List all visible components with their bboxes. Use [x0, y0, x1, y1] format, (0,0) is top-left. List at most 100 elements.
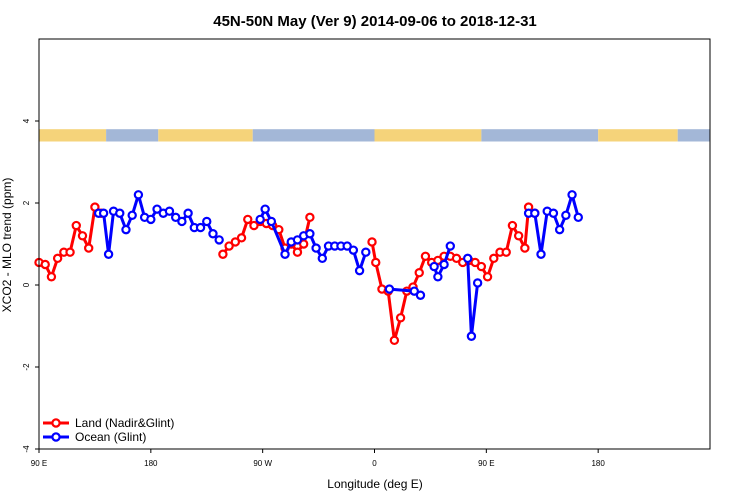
data-point-ocean — [146, 214, 156, 225]
strip-land — [39, 129, 107, 142]
data-point-ocean — [561, 210, 571, 220]
data-point-ocean — [530, 208, 540, 218]
strip-ocean — [252, 129, 375, 142]
x-tick-label: 180 — [591, 459, 605, 468]
data-point-ocean — [429, 261, 439, 272]
data-point-ocean — [466, 331, 477, 341]
data-point-land — [292, 247, 303, 257]
data-point-ocean — [260, 204, 270, 214]
data-point-land — [46, 272, 57, 282]
y-tick-label: 4 — [22, 118, 31, 123]
data-point-land — [230, 237, 241, 247]
data-point-land — [520, 243, 530, 253]
data-point-land — [395, 313, 406, 323]
y-tick-label: -4 — [22, 445, 31, 453]
data-point-land — [476, 261, 487, 272]
x-axis-label: Longitude (deg E) — [327, 477, 422, 491]
data-point-land — [389, 335, 400, 346]
strip-ocean — [106, 129, 159, 142]
y-tick-label: 2 — [22, 200, 31, 205]
data-point-land — [218, 249, 228, 259]
data-point-land — [513, 231, 524, 241]
x-tick-label: 180 — [144, 459, 158, 468]
data-point-ocean — [433, 272, 443, 282]
data-point-land — [482, 272, 493, 282]
data-point-land — [40, 259, 50, 270]
data-point-ocean — [361, 247, 371, 257]
data-point-ocean — [554, 224, 565, 235]
x-tick-label: 90 E — [31, 459, 47, 468]
data-point-ocean — [121, 224, 131, 235]
data-point-ocean — [164, 206, 175, 216]
data-point-ocean — [311, 243, 321, 253]
data-point-ocean — [415, 290, 426, 300]
data-point-ocean — [266, 216, 277, 227]
strip-ocean — [677, 129, 710, 142]
plot-frame — [38, 38, 711, 450]
land-ocean-strip — [39, 129, 710, 142]
data-point-ocean — [115, 208, 125, 218]
data-point-ocean — [462, 253, 473, 264]
data-point-land — [470, 257, 480, 268]
x-tick-label: 0 — [372, 459, 377, 468]
data-point-land — [224, 241, 234, 251]
data-point-land — [371, 257, 381, 268]
data-point-land — [451, 253, 462, 264]
data-point-ocean — [317, 253, 328, 264]
data-point-ocean — [195, 222, 206, 233]
data-point-ocean — [255, 214, 265, 225]
data-point-ocean — [183, 208, 193, 218]
x-tick-label: 90 W — [253, 459, 272, 468]
data-point-ocean — [152, 204, 162, 214]
data-point-ocean — [348, 245, 359, 255]
data-point-ocean — [445, 241, 455, 251]
strip-ocean — [481, 129, 599, 142]
data-point-land — [236, 233, 247, 243]
data-point-land — [65, 247, 75, 257]
y-tick-label: 0 — [22, 282, 31, 287]
data-point-ocean — [548, 208, 559, 218]
data-point-ocean — [103, 249, 114, 259]
legend: Land (Nadir&Glint)Ocean (Glint) — [43, 416, 174, 444]
data-point-land — [77, 231, 88, 241]
y-tick-label: -2 — [22, 363, 31, 371]
data-point-land — [243, 214, 253, 225]
data-point-land — [414, 268, 424, 278]
data-point-land — [305, 212, 315, 223]
data-point-land — [507, 220, 518, 231]
series-layer — [34, 190, 583, 346]
data-point-ocean — [536, 249, 546, 259]
data-point-ocean — [567, 190, 577, 200]
data-point-land — [420, 251, 431, 261]
data-point-ocean — [214, 235, 224, 245]
data-point-land — [84, 243, 94, 253]
strip-land — [158, 129, 253, 142]
data-point-ocean — [292, 235, 303, 245]
data-point-land — [71, 220, 81, 231]
data-point-ocean — [305, 229, 315, 239]
data-point-ocean — [342, 241, 352, 251]
data-point-ocean — [170, 212, 181, 223]
legend-label: Ocean (Glint) — [75, 430, 146, 444]
strip-land — [374, 129, 482, 142]
chart-title: 45N-50N May (Ver 9) 2014-09-06 to 2018-1… — [213, 13, 537, 30]
legend-label: Land (Nadir&Glint) — [75, 416, 174, 430]
x-tick-label: 90 E — [478, 459, 494, 468]
data-point-land — [367, 237, 377, 247]
series-line-ocean — [466, 256, 480, 338]
y-axis-label: XCO2 - MLO trend (ppm) — [0, 178, 14, 313]
data-point-ocean — [472, 278, 483, 288]
strip-land — [598, 129, 678, 142]
data-point-ocean — [354, 265, 365, 276]
data-point-ocean — [208, 229, 218, 239]
data-point-land — [52, 253, 63, 264]
data-point-ocean — [280, 249, 290, 259]
series-line-ocean — [432, 244, 452, 279]
data-point-ocean — [409, 286, 419, 296]
data-point-ocean — [573, 212, 583, 223]
data-point-ocean — [177, 216, 187, 227]
data-point-ocean — [202, 216, 212, 227]
data-point-land — [489, 253, 499, 264]
series-line-ocean — [527, 193, 580, 256]
